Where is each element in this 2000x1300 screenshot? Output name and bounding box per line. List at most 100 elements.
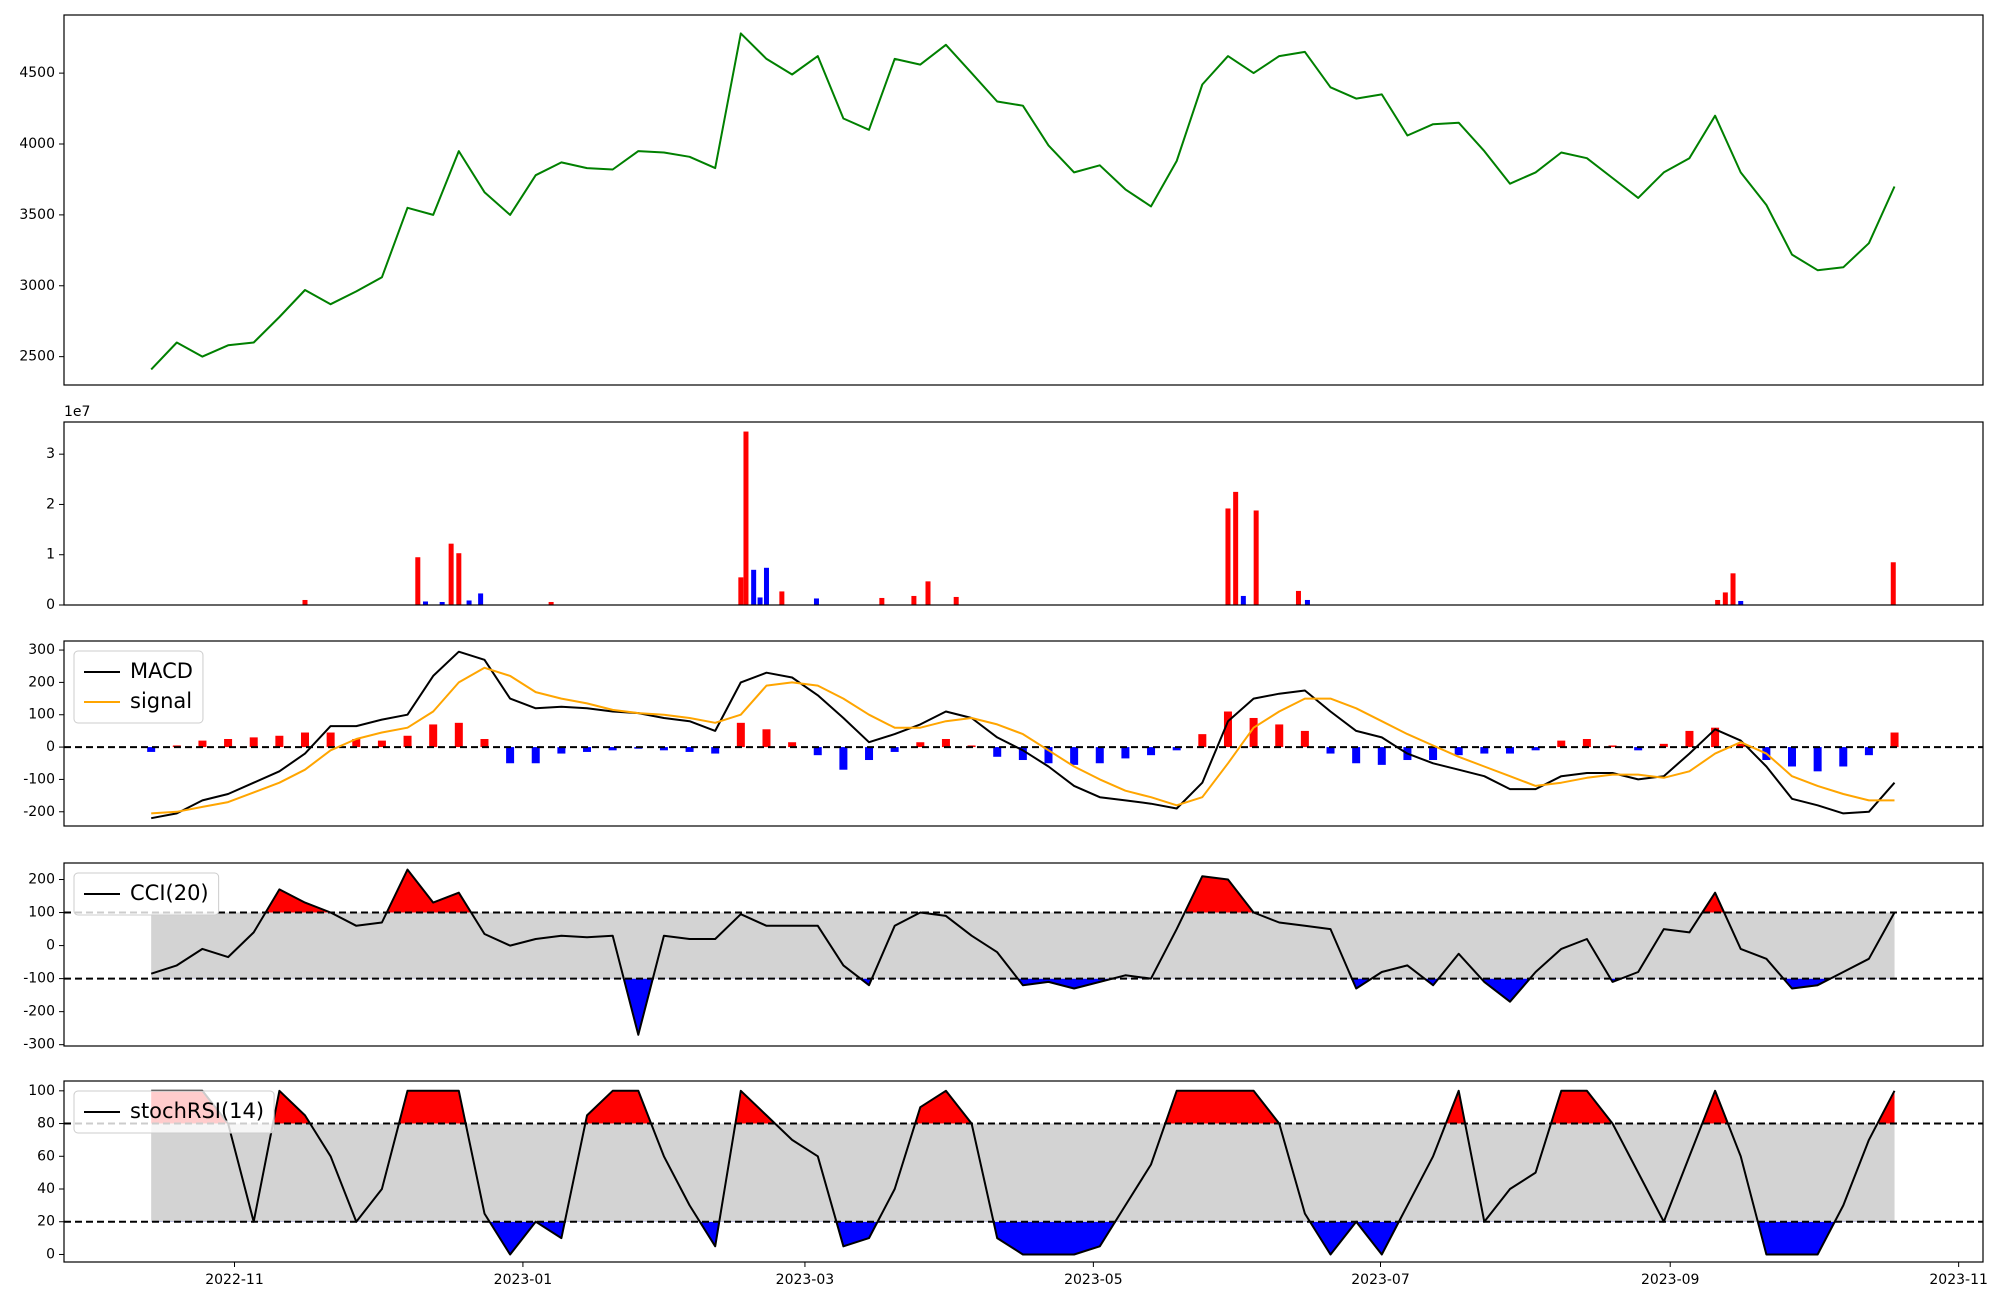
plot-frame (63, 1080, 1984, 1263)
histogram-bar (300, 732, 309, 748)
y-tick-label: 20 (37, 1214, 55, 1230)
legend-label: MACD (130, 659, 193, 683)
plot-frame (63, 421, 1984, 606)
volume-bar (548, 601, 554, 605)
histogram-bar (608, 747, 617, 751)
volume-bar (751, 569, 757, 605)
histogram-bar (1044, 747, 1053, 764)
x-tick-label: 2023-11 (1929, 1272, 1988, 1288)
histogram-bar (583, 747, 592, 752)
y-tick-label: 4500 (19, 65, 55, 81)
legend-label: stochRSI(14) (130, 1099, 264, 1123)
histogram-bar (377, 740, 386, 748)
panel (64, 1089, 1983, 1256)
histogram-bar (506, 747, 515, 764)
histogram-bar (1147, 747, 1156, 756)
histogram-bar (685, 747, 694, 752)
y-tick-label: 200 (28, 872, 55, 888)
neutral-band (151, 1123, 1895, 1222)
histogram-bar (1070, 747, 1079, 765)
series-line (151, 1089, 1896, 1256)
histogram-bar (198, 740, 207, 748)
volume-bar (813, 598, 819, 605)
histogram-bar (557, 747, 566, 754)
histogram-bar (224, 738, 233, 748)
volume-bar (478, 593, 484, 605)
histogram-bar (275, 735, 284, 748)
histogram-bar (890, 747, 899, 752)
y-tick-label: 0 (46, 739, 55, 755)
histogram-bar (813, 747, 822, 756)
volume-bar (738, 577, 744, 605)
y-tick-label: 60 (37, 1148, 55, 1164)
histogram-bar (352, 738, 361, 748)
panel (64, 868, 1983, 1036)
histogram-bar (1095, 747, 1104, 764)
histogram-bar (993, 747, 1002, 757)
histogram-bar (1377, 747, 1386, 765)
histogram-bar (1531, 747, 1540, 751)
volume-bar (1253, 510, 1259, 605)
y-tick-label: 0 (46, 597, 55, 613)
volume-bar (1890, 562, 1896, 605)
histogram-bar (762, 729, 771, 748)
volume-bar (1730, 573, 1736, 605)
histogram-bar (454, 722, 463, 748)
x-tick-label: 2023-01 (494, 1272, 553, 1288)
series-line (150, 868, 1896, 1036)
y-tick-label: 100 (28, 905, 55, 921)
histogram-bar (1172, 747, 1181, 751)
volume-bar (415, 557, 421, 605)
histogram-bar (1121, 747, 1130, 759)
histogram-bar (429, 724, 438, 748)
legend-label: signal (130, 689, 192, 713)
histogram-bar (531, 747, 540, 764)
histogram-bar (711, 747, 720, 754)
histogram-bar (1608, 745, 1617, 748)
histogram-bar (1711, 727, 1720, 748)
x-tick-label: 2023-07 (1351, 1272, 1410, 1288)
volume-bar (1715, 599, 1721, 605)
y-tick-label: 2 (46, 496, 55, 512)
histogram-bar (1429, 747, 1438, 761)
histogram-bar (941, 738, 950, 748)
volume-bar (757, 597, 763, 605)
histogram-bar (1890, 732, 1899, 748)
histogram-bar (480, 738, 489, 748)
histogram-bar (1839, 747, 1848, 767)
y-tick-label: 2500 (19, 349, 55, 365)
volume-bar (302, 599, 308, 605)
panel (155, 431, 1896, 605)
series-line (151, 650, 1896, 820)
histogram-bar (147, 747, 156, 752)
y-tick-label: -300 (23, 1037, 55, 1053)
legend-label: CCI(20) (130, 881, 209, 905)
series-line (151, 666, 1895, 815)
histogram-bar (1582, 738, 1591, 748)
histogram-bar (1223, 711, 1232, 748)
histogram-bar (1454, 747, 1463, 756)
histogram-bar (1685, 730, 1694, 748)
y-tick-label: -200 (23, 804, 55, 820)
plot-frame (63, 862, 1984, 1047)
overbought-fill (151, 1090, 1895, 1124)
histogram-bar (249, 737, 258, 748)
volume-bar (1295, 590, 1301, 605)
volume-bar (448, 543, 454, 605)
plot-frame (63, 14, 1984, 386)
volume-bar (763, 567, 769, 605)
y-tick-label: 0 (46, 938, 55, 954)
volume-bar (1225, 508, 1231, 605)
legend-box (73, 650, 204, 724)
histogram-bar (1813, 747, 1822, 772)
y-tick-label: 1 (46, 547, 55, 563)
volume-bar (743, 431, 749, 605)
y-tick-label: -100 (23, 771, 55, 787)
histogram-bar (736, 722, 745, 748)
histogram-bar (1787, 747, 1796, 767)
histogram-bar (865, 747, 874, 761)
overbought-fill (265, 869, 1895, 913)
histogram-bar (403, 735, 412, 748)
histogram-bar (1198, 734, 1207, 748)
